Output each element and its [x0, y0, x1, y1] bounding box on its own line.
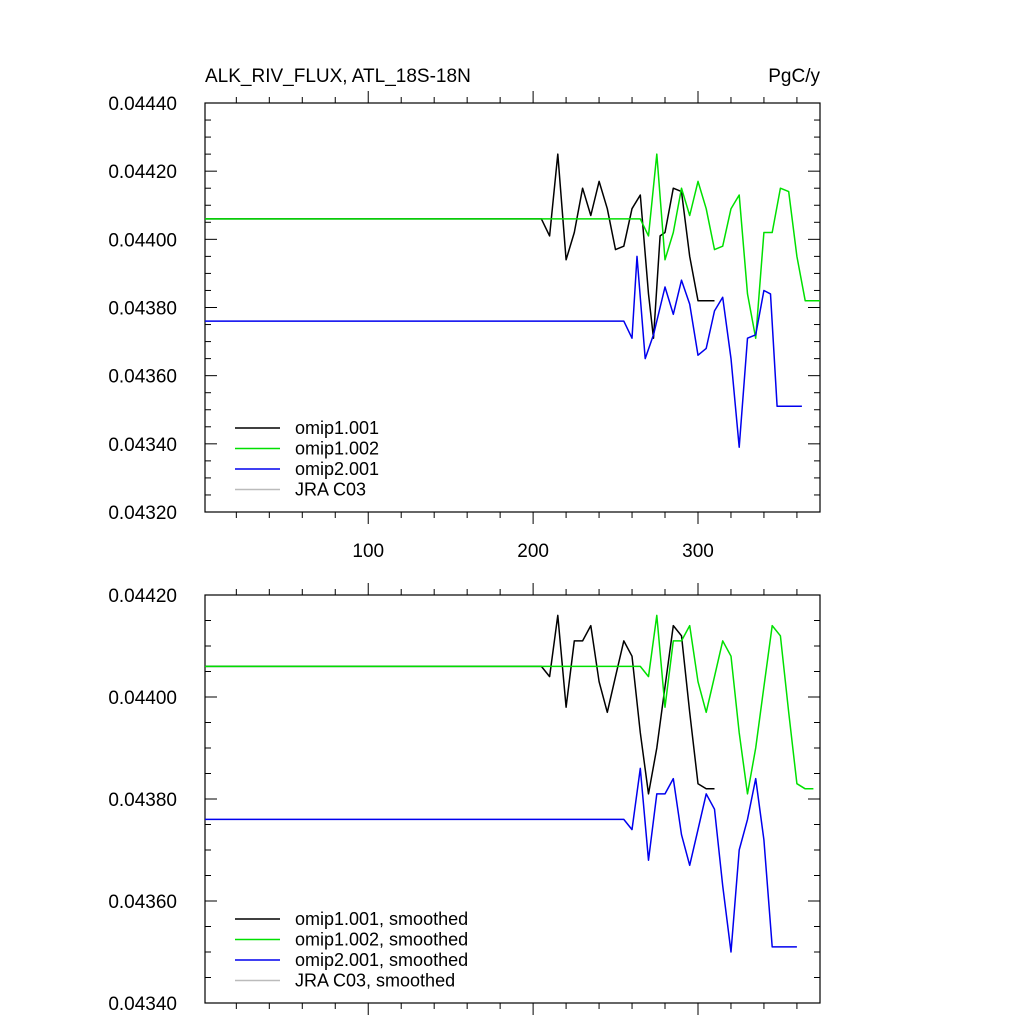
ticks	[205, 91, 820, 524]
x-tick-label: 200	[517, 541, 549, 562]
y-tick-label: 0.04400	[108, 688, 177, 709]
y-tick-label: 0.04420	[108, 162, 177, 183]
legend-label: omip1.002	[295, 439, 379, 459]
chart-title: ALK_RIV_FLUX, ATL_18S-18N	[205, 66, 471, 87]
y-tick-label: 0.04380	[108, 299, 177, 320]
series-line-omip1_002	[205, 614, 814, 795]
x-tick-label: 100	[352, 541, 384, 562]
y-tick-label: 0.04320	[108, 503, 177, 524]
y-tick-label: 0.04360	[108, 892, 177, 913]
legend-label: omip2.001	[295, 459, 379, 479]
y-tick-label: 0.04440	[108, 94, 177, 115]
legend-label: omip1.001	[295, 418, 379, 438]
ticks	[205, 583, 820, 1015]
x-tick-label: 300	[682, 541, 714, 562]
panel-top: 0.04320 0.04340 0.04360 0.04380 0.04400 0.044…	[108, 91, 821, 562]
y-tick-label: 0.04380	[108, 790, 177, 811]
units-label: PgC/y	[768, 66, 820, 87]
series-line-omip1_001	[205, 614, 715, 795]
legend-label: omip1.001, smoothed	[295, 909, 468, 929]
y-tick-label: 0.04420	[108, 586, 177, 607]
panel-bottom: 0.04340 0.04360 0.04380 0.04400 0.04420 omip1…	[108, 583, 821, 1015]
y-tick-label: 0.04340	[108, 435, 177, 456]
legend-label: omip1.002, smoothed	[295, 930, 468, 950]
series-line-omip2_001	[205, 767, 797, 953]
series-line-omip2_001	[205, 255, 802, 448]
y-tick-label: 0.04360	[108, 367, 177, 388]
legend-label: omip2.001, smoothed	[295, 950, 468, 970]
series-line-omip1_002	[205, 153, 820, 339]
legend-label: JRA C03	[295, 480, 366, 500]
y-tick-label: 0.04340	[108, 994, 177, 1015]
legend-label: JRA C03, smoothed	[295, 971, 455, 991]
series-line-omip1_001	[205, 153, 715, 339]
y-tick-label: 0.04400	[108, 230, 177, 251]
